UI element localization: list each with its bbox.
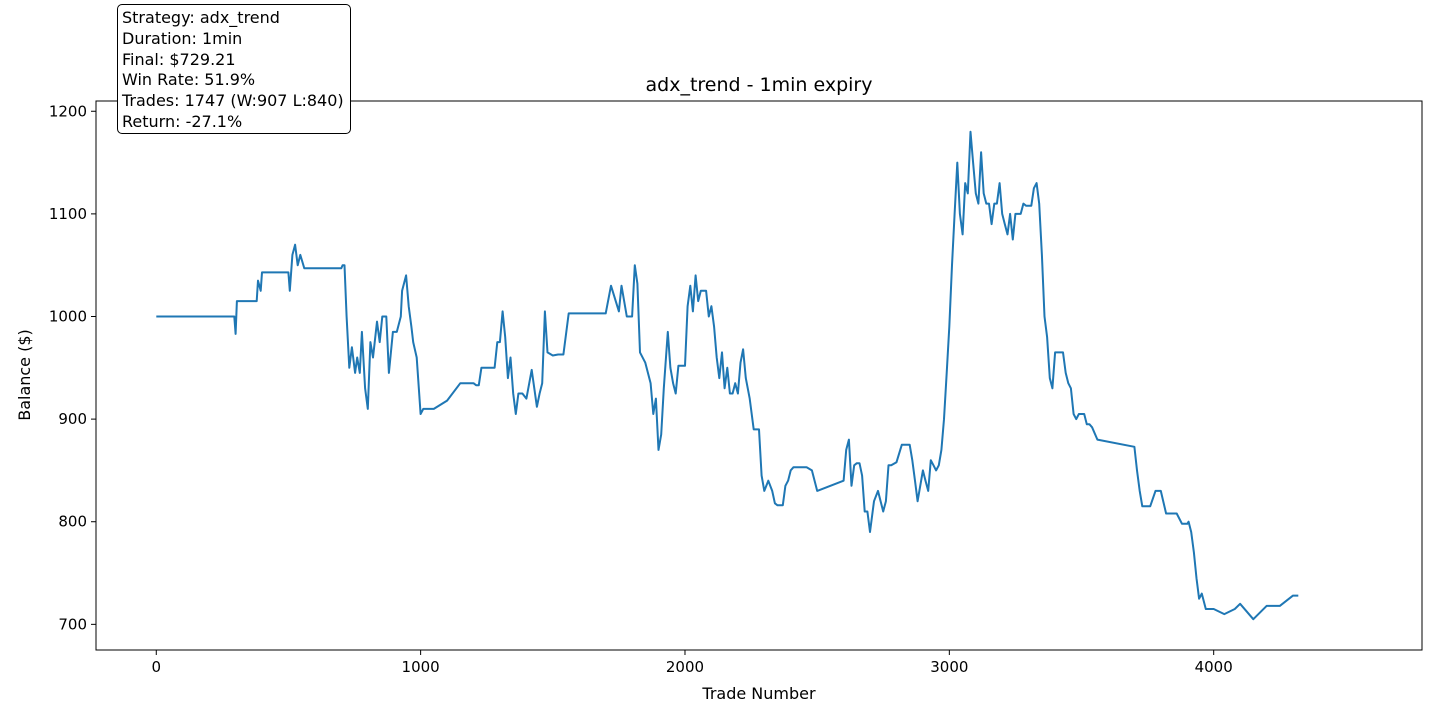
info-final-balance: Final: $729.21 — [122, 49, 236, 69]
x-tick-label: 1000 — [402, 658, 440, 676]
x-tick-label: 2000 — [666, 658, 704, 676]
chart-title: adx_trend - 1min expiry — [646, 74, 873, 96]
info-strategy: Strategy: adx_trend — [122, 8, 280, 27]
series-line-balance — [156, 130, 1299, 621]
y-axis-label: Balance ($) — [15, 329, 34, 421]
info-duration: Duration: 1min — [122, 28, 243, 48]
x-tick-label: 3000 — [930, 658, 968, 676]
x-tick-label: 4000 — [1195, 658, 1233, 676]
y-tick-label: 700 — [58, 615, 87, 633]
info-win-rate: Win Rate: 51.9% — [122, 70, 256, 90]
y-tick-label: 1100 — [49, 205, 87, 223]
data-layer — [156, 130, 1299, 621]
x-axis-label: Trade Number — [701, 684, 816, 703]
y-tick-label: 1000 — [49, 307, 87, 325]
y-tick-label: 900 — [58, 410, 87, 428]
y-axis: 700 800 900 1000 1100 1200 — [49, 102, 96, 633]
info-return: Return: -27.1% — [122, 111, 243, 131]
x-axis: 0 1000 2000 3000 4000 — [151, 650, 1233, 676]
x-tick-label: 0 — [151, 658, 161, 676]
info-trades: Trades: 1747 (W:907 L:840) — [122, 91, 344, 111]
y-tick-label: 800 — [58, 513, 87, 531]
plot-frame — [95, 100, 1423, 651]
y-tick-label: 1200 — [49, 102, 87, 120]
strategy-info-box: Strategy: adx_trend Duration: 1min Final… — [117, 4, 351, 134]
